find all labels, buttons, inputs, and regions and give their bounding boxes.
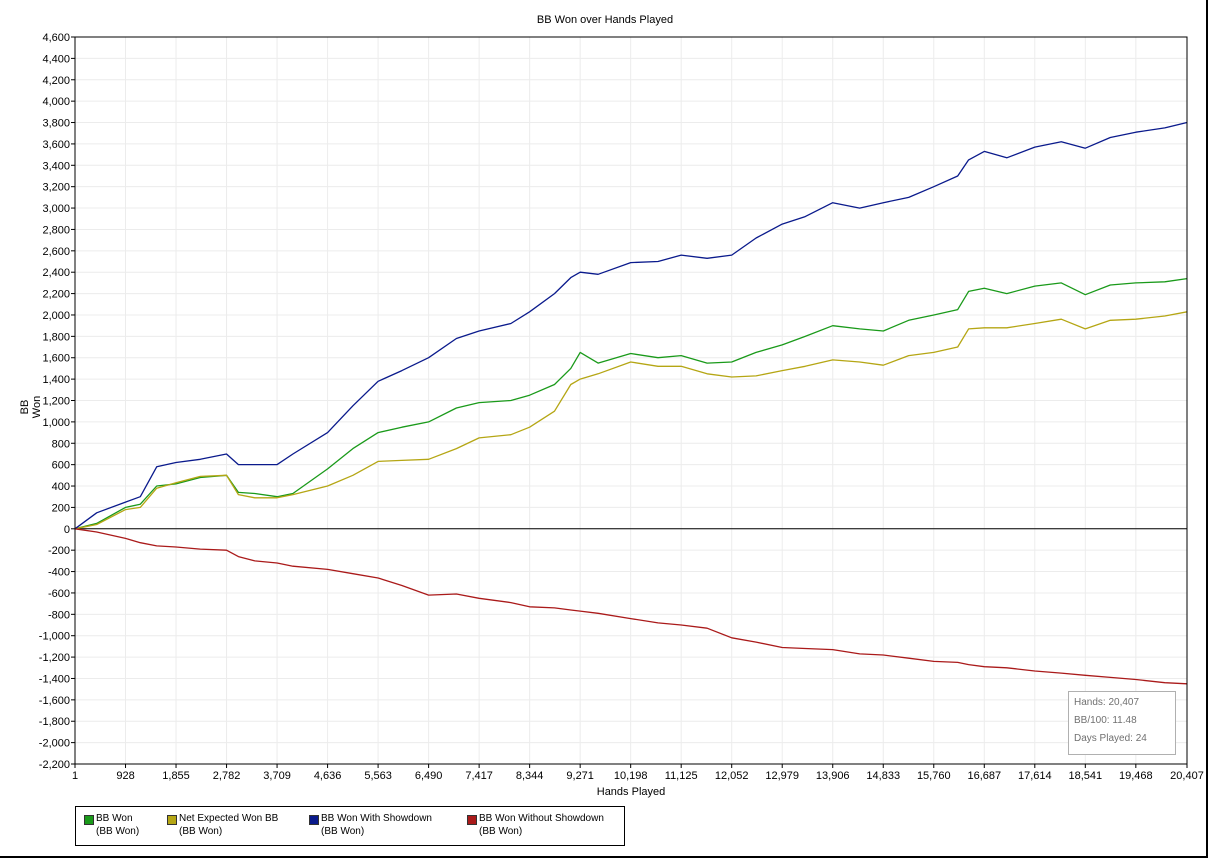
y-tick-label: -1,400 — [39, 673, 70, 685]
x-tick-label: 6,490 — [415, 770, 443, 782]
y-tick-label: 3,400 — [42, 160, 70, 172]
x-tick-label: 18,541 — [1068, 770, 1102, 782]
y-tick-label: -1,000 — [39, 631, 70, 643]
x-tick-label: 1 — [72, 770, 78, 782]
y-tick-label: 3,200 — [42, 182, 70, 194]
chart-legend: BB Won (BB Won) Net Expected Won BB (BB … — [75, 806, 625, 846]
y-tick-label: -400 — [48, 567, 70, 579]
y-tick-label: 2,000 — [42, 310, 70, 322]
y-tick-label: 800 — [52, 438, 70, 450]
legend-swatch — [84, 815, 94, 825]
legend-swatch — [167, 815, 177, 825]
y-tick-label: 200 — [52, 502, 70, 514]
y-tick-label: 3,000 — [42, 203, 70, 215]
y-tick-label: 4,200 — [42, 75, 70, 87]
y-tick-label: -2,200 — [39, 759, 70, 771]
x-tick-label: 10,198 — [614, 770, 648, 782]
x-tick-label: 7,417 — [465, 770, 493, 782]
legend-swatch — [467, 815, 477, 825]
y-tick-label: 4,600 — [42, 32, 70, 44]
stat-days-played: Days Played: 24 — [1074, 733, 1147, 744]
series-line-bb-won-without-showdown — [74, 528, 1188, 685]
x-tick-label: 9,271 — [566, 770, 594, 782]
y-tick-label: -1,600 — [39, 695, 70, 707]
x-tick-label: 928 — [116, 770, 134, 782]
y-tick-label: 2,200 — [42, 289, 70, 301]
x-tick-label: 19,468 — [1119, 770, 1153, 782]
y-tick-label: 2,600 — [42, 246, 70, 258]
stats-box: Hands: 20,407 BB/100: 11.48 Days Played:… — [1068, 691, 1176, 755]
chart-title: BB Won over Hands Played — [536, 14, 674, 26]
x-tick-label: 15,760 — [917, 770, 951, 782]
stat-hands: Hands: 20,407 — [1074, 697, 1140, 708]
y-tick-label: -200 — [48, 545, 70, 557]
y-tick-label: 400 — [52, 481, 70, 493]
y-tick-label: 1,200 — [42, 396, 70, 408]
x-tick-label: 11,125 — [665, 770, 698, 782]
plot-border — [74, 36, 1188, 765]
x-tick-label: 4,636 — [314, 770, 342, 782]
y-tick-label: 1,600 — [42, 353, 70, 365]
y-axis-label: BB Won — [19, 395, 43, 419]
series-line-bb-won-with-showdown — [74, 121, 1188, 530]
y-tick-label: 2,400 — [42, 267, 70, 279]
y-tick-label: -1,200 — [39, 652, 70, 664]
y-tick-label: 1,400 — [42, 374, 70, 386]
y-tick-label: 1,000 — [42, 417, 70, 429]
x-tick-label: 2,782 — [213, 770, 241, 782]
x-tick-label: 3,709 — [263, 770, 291, 782]
x-tick-label: 20,407 — [1170, 770, 1204, 782]
y-tick-label: -1,800 — [39, 716, 70, 728]
y-tick-label: 3,800 — [42, 118, 70, 130]
x-tick-label: 14,833 — [866, 770, 900, 782]
y-tick-label: -800 — [48, 609, 70, 621]
y-tick-label: 3,600 — [42, 139, 70, 151]
x-axis-label: Hands Played — [596, 786, 666, 798]
x-tick-label: 12,979 — [765, 770, 799, 782]
y-tick-label: 600 — [52, 460, 70, 472]
legend-swatch — [309, 815, 319, 825]
x-tick-label: 8,344 — [516, 770, 544, 782]
x-tick-label: 1,855 — [162, 770, 190, 782]
x-tick-label: 12,052 — [715, 770, 749, 782]
y-tick-label: 0 — [64, 524, 70, 536]
x-tick-label: 5,563 — [364, 770, 392, 782]
y-tick-label: -600 — [48, 588, 70, 600]
y-tick-label: 4,000 — [42, 96, 70, 108]
x-tick-label: 13,906 — [816, 770, 850, 782]
y-tick-label: 4,400 — [42, 53, 70, 65]
x-tick-label: 16,687 — [967, 770, 1001, 782]
y-tick-label: 2,800 — [42, 224, 70, 236]
stat-bb100: BB/100: 11.48 — [1074, 715, 1137, 726]
y-tick-label: -2,000 — [39, 738, 70, 750]
x-tick-label: 17,614 — [1018, 770, 1052, 782]
series-line-bb-won — [74, 277, 1188, 530]
y-tick-label: 1,800 — [42, 331, 70, 343]
series-line-net-expected-won-bb — [74, 311, 1188, 530]
